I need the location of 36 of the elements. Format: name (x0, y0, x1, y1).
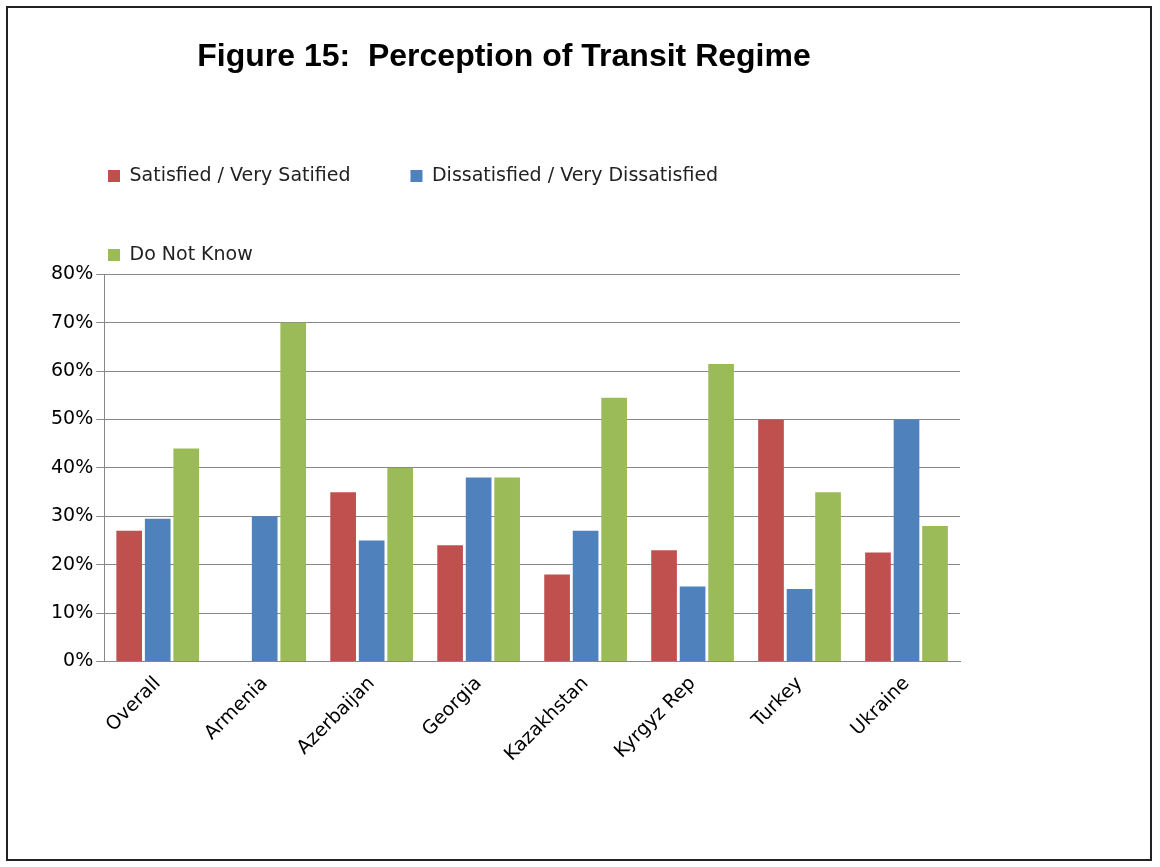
bar (144, 518, 171, 661)
bar (601, 397, 627, 661)
y-tick-label: 80% (51, 261, 94, 284)
legend-label: Do Not Know (129, 241, 253, 264)
y-tick-label: 30% (51, 503, 94, 526)
bar (330, 492, 356, 661)
y-tick-label: 60% (51, 358, 94, 381)
chart-title: Figure 15: Perception of Transit Regime (197, 37, 811, 74)
y-tick-label: 50% (51, 406, 94, 429)
bar (865, 552, 891, 661)
bar (786, 588, 813, 661)
legend-label: Satisfied / Very Satified (129, 162, 351, 185)
y-tick-label: 40% (51, 454, 94, 477)
bar (893, 419, 920, 661)
bar (358, 540, 385, 661)
bar (251, 516, 278, 661)
bar (465, 477, 492, 661)
bar (708, 363, 734, 661)
bar (651, 550, 677, 661)
bar (494, 477, 520, 661)
bar (280, 322, 307, 661)
bar (116, 530, 143, 661)
legend-label: Dissatisfied / Very Dissatisfied (431, 162, 719, 185)
bar (173, 448, 200, 661)
bar (437, 545, 463, 661)
bar (815, 492, 841, 661)
bar (387, 467, 414, 661)
bar (922, 526, 948, 661)
y-tick-label: 0% (63, 648, 94, 671)
y-tick-label: 20% (51, 551, 94, 574)
bar (758, 419, 784, 661)
bar (544, 574, 570, 661)
y-tick-label: 10% (51, 600, 94, 623)
bar (572, 530, 599, 661)
bar (679, 586, 706, 661)
y-tick-label: 70% (51, 309, 94, 332)
